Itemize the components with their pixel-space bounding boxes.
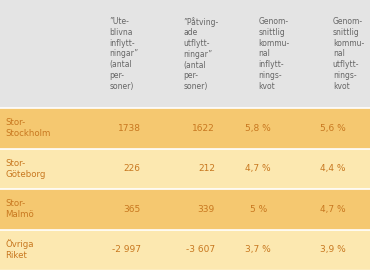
Text: 4,4 %: 4,4 % — [320, 164, 346, 173]
Text: Stor-
Stockholm: Stor- Stockholm — [5, 118, 50, 138]
Text: 226: 226 — [124, 164, 141, 173]
Text: 212: 212 — [198, 164, 215, 173]
Text: Stor-
Malmö: Stor- Malmö — [5, 199, 34, 219]
Text: Genom-
snittlig
kommu-
nal
inflytt-
nings-
kvot: Genom- snittlig kommu- nal inflytt- ning… — [258, 17, 289, 91]
Bar — [0, 189, 370, 230]
Text: 3,9 %: 3,9 % — [320, 245, 346, 254]
Text: 5 %: 5 % — [250, 205, 267, 214]
Text: Övriga
Riket: Övriga Riket — [5, 239, 34, 260]
Text: -3 607: -3 607 — [186, 245, 215, 254]
Text: 339: 339 — [198, 205, 215, 214]
Bar — [0, 108, 370, 148]
Text: 5,6 %: 5,6 % — [320, 124, 346, 133]
Text: 4,7 %: 4,7 % — [245, 164, 271, 173]
Bar — [0, 230, 370, 270]
Text: Stor-
Göteborg: Stor- Göteborg — [5, 159, 46, 179]
Text: ”Påtving-
ade
utflytt-
ningar”
(antal
per-
soner): ”Påtving- ade utflytt- ningar” (antal pe… — [184, 17, 219, 91]
Text: -2 997: -2 997 — [111, 245, 141, 254]
Text: 3,7 %: 3,7 % — [245, 245, 271, 254]
Text: ”Ute-
blivna
inflytt-
ningar”
(antal
per-
soner): ”Ute- blivna inflytt- ningar” (antal per… — [109, 17, 138, 91]
Text: 5,8 %: 5,8 % — [245, 124, 271, 133]
Text: 365: 365 — [123, 205, 141, 214]
Text: Genom-
snittlig
kommu-
nal
utflytt-
nings-
kvot: Genom- snittlig kommu- nal utflytt- ning… — [333, 17, 364, 91]
Bar — [0, 148, 370, 189]
Text: 1738: 1738 — [118, 124, 141, 133]
Text: 4,7 %: 4,7 % — [320, 205, 346, 214]
Bar — [0, 0, 370, 108]
Text: 1622: 1622 — [192, 124, 215, 133]
